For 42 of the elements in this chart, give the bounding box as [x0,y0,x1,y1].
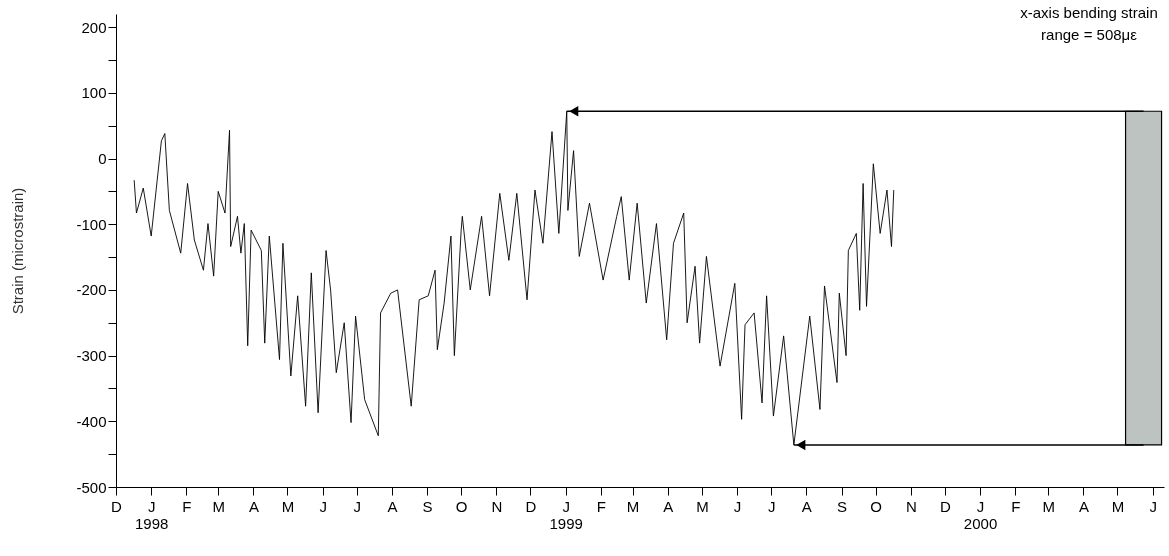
x-tick-label: O [870,497,882,515]
x-tick-label: A [248,497,259,515]
y-tick-label: -400 [76,412,107,430]
x-tick-label: J 1998 [135,497,169,532]
x-tick-label: J [733,497,742,515]
x-tick-label: M [626,497,640,515]
x-tick-label: S [422,497,433,515]
y-axis-title: Strain (microstrain) [9,187,27,315]
x-tick-label: N [491,497,503,515]
y-tick-label: 200 [81,18,107,36]
x-tick-label: A [663,497,674,515]
x-tick-label: S [837,497,848,515]
x-tick-label: D [111,497,123,515]
y-tick-label: -100 [76,215,107,233]
x-tick-label: N [905,497,917,515]
y-tick-label: -500 [76,478,107,496]
x-tick-label: A [801,497,812,515]
y-tick-label: -200 [76,281,107,299]
x-tick-label: F [182,497,192,515]
x-tick-label: O [455,497,468,515]
annotation: x-axis bending strain range = 508με [1020,4,1158,43]
x-tick-label: M [1111,497,1125,515]
x-tick-label: J [319,497,327,515]
x-tick-label: F [1011,497,1021,515]
x-tick-label: D [525,497,537,515]
y-tick-label: -300 [76,347,107,365]
y-tick-label: 0 [98,150,107,168]
x-tick-label: A [387,497,398,515]
x-tick-label: D [939,497,951,515]
x-tick-label: J [767,497,776,515]
x-tick-label: A [1078,497,1089,515]
y-tick-label: 100 [81,84,107,102]
x-tick-label: M [212,497,225,515]
x-tick-label: J [1149,497,1157,515]
x-tick-label: J [353,497,361,515]
x-tick-label: F [596,497,606,515]
x-tick-label: M [1042,497,1055,515]
x-tick-label: J 2000 [963,497,998,532]
x-tick-label: M [696,497,709,515]
line-series [133,110,895,446]
x-tick-label: J 1999 [549,497,583,532]
x-tick-label: M [281,497,295,515]
